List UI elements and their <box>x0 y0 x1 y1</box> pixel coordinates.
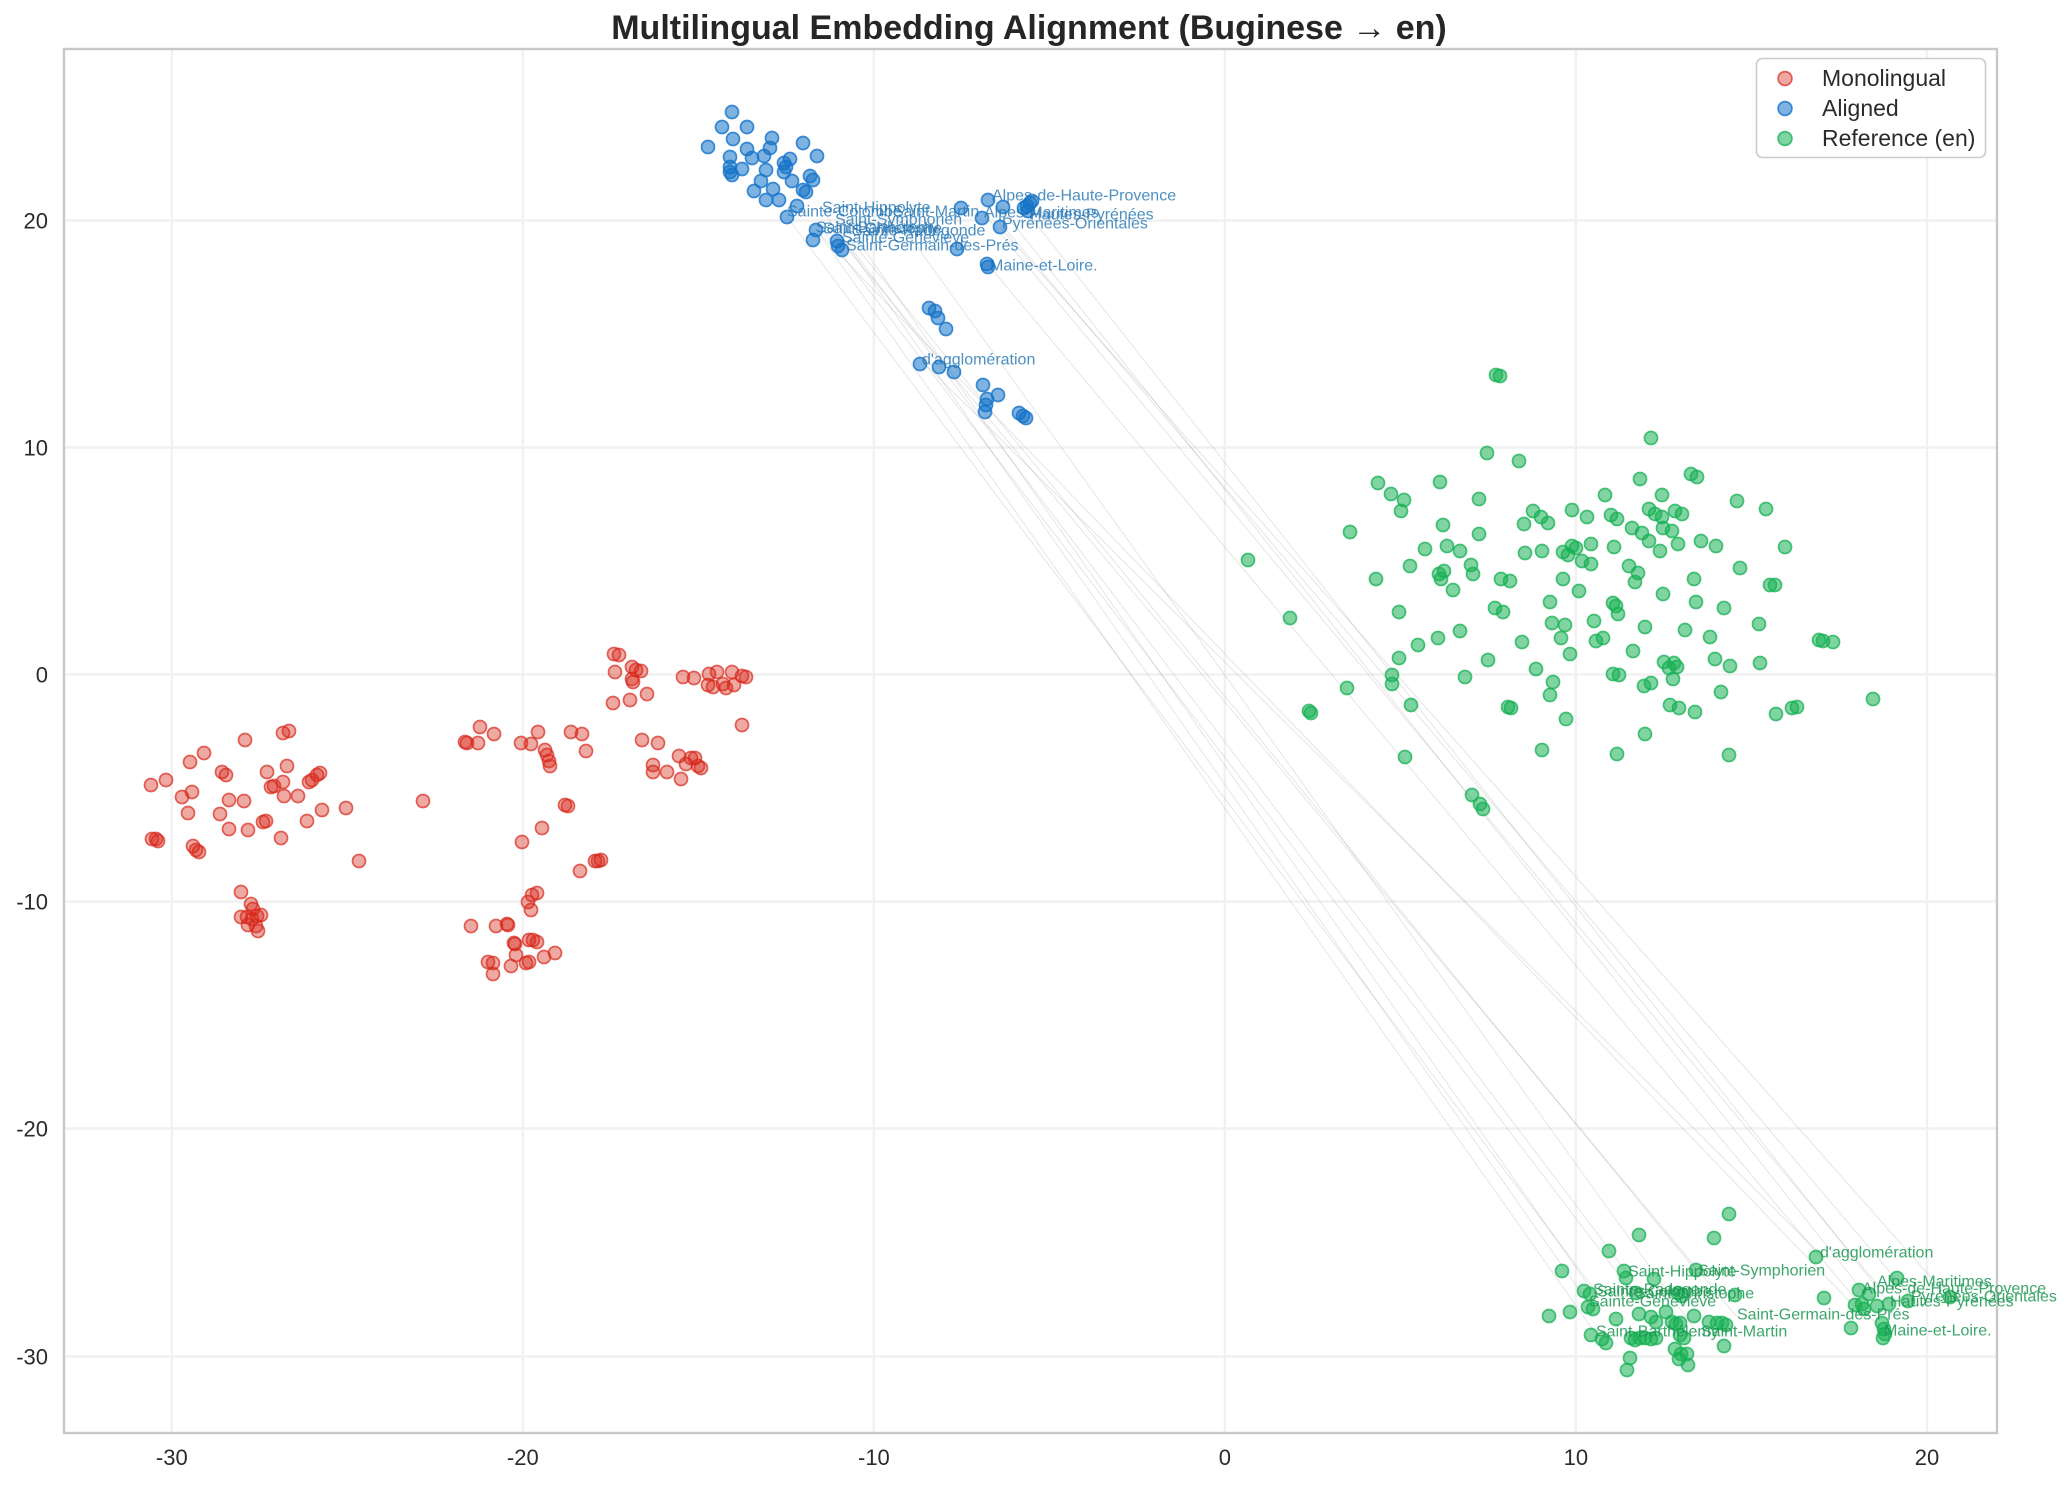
svg-text:-30: -30 <box>16 1345 48 1370</box>
svg-text:Saint-Symphorien: Saint-Symphorien <box>1698 1263 1825 1280</box>
svg-text:Sainte-Radegonde: Sainte-Radegonde <box>852 223 986 240</box>
svg-text:Alpes-Maritimes: Alpes-Maritimes <box>984 205 1099 222</box>
svg-text:Saint-Christophe: Saint-Christophe <box>1635 1286 1754 1303</box>
svg-text:20: 20 <box>24 209 48 234</box>
svg-text:Saint-Germain-des-Prés: Saint-Germain-des-Prés <box>1737 1307 1910 1324</box>
svg-text:Pyrénées-Orientales: Pyrénées-Orientales <box>1911 1289 2057 1306</box>
svg-text:Saint-Symphorien: Saint-Symphorien <box>835 212 962 229</box>
svg-text:20: 20 <box>1915 1445 1939 1470</box>
svg-text:Hautes-Pyrénées: Hautes-Pyrénées <box>1030 207 1154 224</box>
svg-text:Saint-Martin: Saint-Martin <box>893 204 979 221</box>
svg-text:-30: -30 <box>156 1445 188 1470</box>
svg-text:Saint-Barthélemy: Saint-Barthélemy <box>1596 1324 1719 1341</box>
svg-text:10: 10 <box>1564 1445 1588 1470</box>
svg-text:Sainte-Colombe: Sainte-Colombe <box>1597 1284 1712 1301</box>
svg-text:Sainte-Geneviève: Sainte-Geneviève <box>1589 1294 1716 1311</box>
svg-text:Monolingual: Monolingual <box>1822 65 1946 91</box>
svg-text:Sainte-Colombe: Sainte-Colombe <box>787 204 902 221</box>
svg-text:0: 0 <box>1219 1445 1231 1470</box>
svg-text:d'agglomération: d'agglomération <box>922 352 1035 369</box>
svg-text:0: 0 <box>36 663 48 688</box>
svg-text:Saint-Germain-des-Prés: Saint-Germain-des-Prés <box>846 238 1019 255</box>
svg-text:Hautes-Pyrénées: Hautes-Pyrénées <box>1890 1294 2014 1311</box>
svg-text:d'agglomération: d'agglomération <box>1820 1245 1933 1262</box>
svg-text:-10: -10 <box>858 1445 890 1470</box>
svg-text:Maine-et-Loire.: Maine-et-Loire. <box>1884 1323 1992 1340</box>
svg-text:Aligned: Aligned <box>1822 95 1899 121</box>
svg-text:Maine-et-Loire.: Maine-et-Loire. <box>990 258 1098 275</box>
svg-text:-20: -20 <box>16 1117 48 1142</box>
svg-text:Alpes-Maritimes: Alpes-Maritimes <box>1877 1274 1992 1291</box>
svg-text:Sainte-Geneviève: Sainte-Geneviève <box>842 230 969 247</box>
svg-text:Alpes-de-Haute-Provence: Alpes-de-Haute-Provence <box>992 188 1176 205</box>
svg-text:10: 10 <box>24 436 48 461</box>
svg-text:Saint-Barthélemy: Saint-Barthélemy <box>816 220 939 237</box>
svg-text:Reference (en): Reference (en) <box>1822 125 1975 151</box>
svg-text:Pyrénées-Orientales: Pyrénées-Orientales <box>1002 216 1148 233</box>
svg-text:Alpes-de-Haute-Provence: Alpes-de-Haute-Provence <box>1862 1281 2046 1298</box>
svg-text:Saint-Martin: Saint-Martin <box>1701 1324 1787 1341</box>
svg-text:Saint-Hippolyte: Saint-Hippolyte <box>822 200 931 217</box>
svg-text:Saint-Christophe: Saint-Christophe <box>823 221 942 238</box>
svg-text:Sainte-Radegonde: Sainte-Radegonde <box>1593 1282 1727 1299</box>
svg-text:Saint-Hippolyte: Saint-Hippolyte <box>1628 1264 1737 1281</box>
svg-text:Multilingual Embedding Alignme: Multilingual Embedding Alignment (Bugine… <box>611 9 1447 47</box>
svg-text:-10: -10 <box>16 890 48 915</box>
svg-text:-20: -20 <box>507 1445 539 1470</box>
